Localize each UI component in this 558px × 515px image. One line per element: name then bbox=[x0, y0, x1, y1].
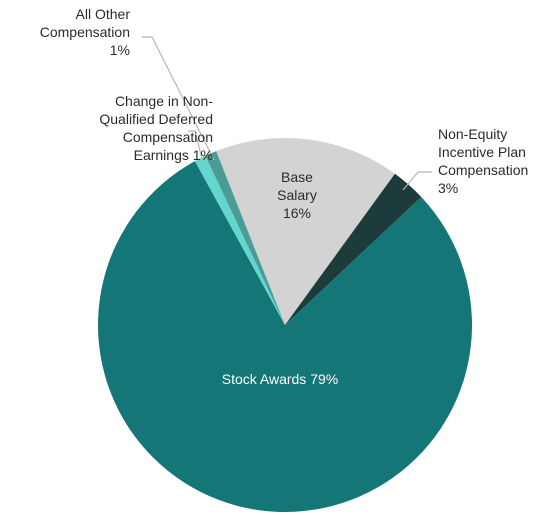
slice-value: 1% bbox=[109, 42, 130, 58]
pie-slice bbox=[216, 138, 395, 325]
pie-slice bbox=[194, 155, 285, 325]
pie-slice bbox=[205, 151, 285, 325]
slice-name: Non-Equity Incentive Plan Compensation bbox=[438, 126, 529, 178]
leader-line bbox=[142, 36, 215, 161]
slice-label: All Other Compensation 1% bbox=[20, 5, 130, 59]
slice-label: Change in Non-Qualified Deferred Compens… bbox=[78, 92, 213, 164]
leader-line bbox=[402, 171, 432, 191]
leader-line bbox=[188, 130, 204, 164]
slice-label: Stock Awards 79% bbox=[150, 370, 410, 388]
pie-slice bbox=[98, 161, 473, 512]
slice-name: Stock Awards bbox=[221, 371, 307, 387]
slice-label: Base Salary 16% bbox=[262, 168, 332, 222]
slice-value: 3% bbox=[438, 180, 459, 196]
slice-name: Change in Non-Qualified Deferred Compens… bbox=[99, 93, 213, 163]
slice-value: 79% bbox=[310, 371, 339, 387]
pie-slice bbox=[285, 173, 422, 325]
slice-label: Non-Equity Incentive Plan Compensation 3… bbox=[438, 125, 556, 197]
slice-name: Base Salary bbox=[277, 169, 317, 203]
slice-value: 1% bbox=[192, 147, 213, 163]
slice-value: 16% bbox=[282, 205, 312, 221]
slice-name: All Other Compensation bbox=[39, 6, 130, 40]
